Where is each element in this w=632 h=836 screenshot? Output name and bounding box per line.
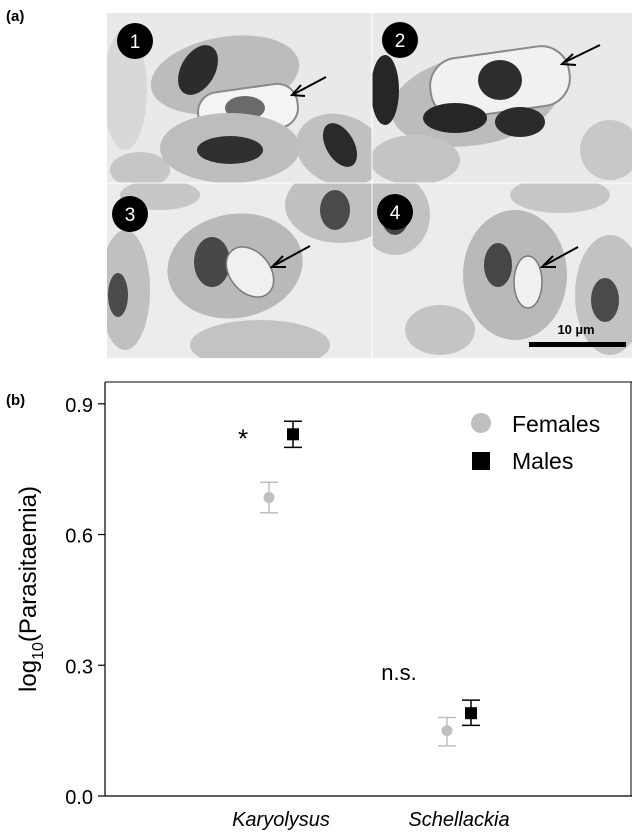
annotations: * n.s.: [238, 423, 417, 685]
significance-star: *: [238, 423, 248, 453]
subpanel-3-number: 3: [125, 205, 136, 226]
scale-bar-label: 10 µm: [557, 322, 594, 337]
panel-a-label: (a): [6, 8, 25, 25]
data-point-females: [263, 491, 275, 503]
plot-frame: [104, 381, 632, 797]
subpanel-2-badge: [382, 22, 418, 58]
legend: Females Males: [471, 411, 600, 474]
subpanel-4-badge: [377, 194, 413, 230]
subpanel-1-badge: [117, 23, 153, 59]
legend-females-label: Females: [512, 411, 600, 437]
y-tick-label: 0.3: [65, 656, 93, 678]
y-tick-label: 0.0: [65, 787, 93, 809]
x-tick-label: Karyolysus: [232, 809, 330, 831]
y-tick-label: 0.6: [65, 526, 93, 548]
micrograph-4: [372, 183, 632, 358]
data-point-females: [441, 725, 453, 737]
subpanel-1-number: 1: [130, 32, 141, 53]
x-tick-label: Schellackia: [408, 809, 509, 831]
data-point-males: [465, 707, 477, 720]
micrograph-2: [372, 13, 632, 183]
y-axis-ticks: 0.0 0.3 0.6 0.9: [65, 395, 105, 809]
not-significant-label: n.s.: [381, 660, 416, 685]
subpanel-3-badge: [112, 196, 148, 232]
y-axis-label: log10(Parasitaemia): [15, 486, 47, 692]
y-tick-label: 0.9: [65, 395, 93, 417]
panel-b-label: (b): [6, 392, 26, 409]
legend-males-label: Males: [512, 448, 573, 474]
x-axis-ticks: Karyolysus Schellackia: [232, 809, 509, 831]
micrograph-panel: 1 2 3: [107, 13, 632, 358]
micrograph-3: [107, 183, 372, 358]
legend-females-marker: [471, 413, 491, 433]
scale-bar: [529, 342, 626, 347]
data-point-males: [287, 428, 299, 441]
data-marks: [260, 420, 480, 747]
subpanel-4-number: 4: [390, 203, 401, 224]
subpanel-2-number: 2: [395, 31, 406, 52]
legend-males-marker: [472, 452, 490, 470]
micrograph-1: [107, 13, 372, 183]
